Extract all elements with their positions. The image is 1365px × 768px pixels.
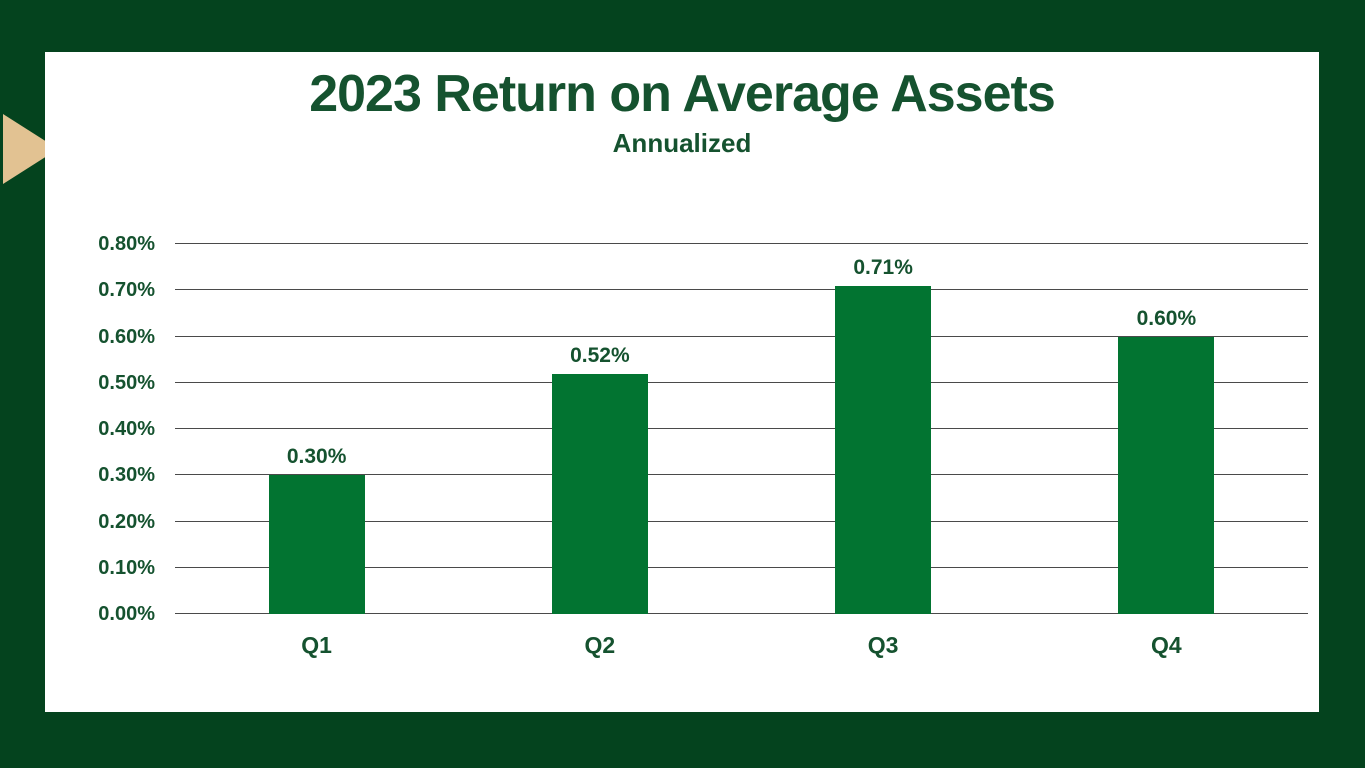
- y-axis-tick-label: 0.10%: [98, 556, 155, 579]
- bar-q1: [268, 475, 365, 614]
- bar-q2: [551, 373, 648, 614]
- gridline: [175, 243, 1308, 244]
- gridline: [175, 289, 1308, 291]
- y-axis-tick-label: 0.40%: [98, 418, 155, 440]
- chart-subtitle: Annualized: [612, 128, 752, 159]
- bar-value-label: 0.71%: [853, 255, 913, 279]
- gridline: [175, 520, 1308, 522]
- x-axis-tick-label: Q2: [584, 632, 616, 658]
- gridline: [175, 474, 1308, 476]
- bar-q3: [835, 285, 932, 614]
- y-axis-tick-label: 0.60%: [98, 325, 155, 348]
- y-axis-tick-label: 0.80%: [98, 233, 155, 255]
- y-axis-tick-label: 0.30%: [98, 464, 155, 487]
- x-axis-tick-label: Q3: [867, 632, 899, 658]
- bar-value-label: 0.60%: [1136, 306, 1197, 330]
- gridline: [175, 335, 1308, 337]
- plot-area: 0.00% 0.10% 0.20% 0.30% 0.40% 0.50% 0.60% 0.70%…: [98, 234, 1308, 657]
- y-axis-tick-label: 0.50%: [98, 371, 155, 394]
- gridline: [175, 566, 1308, 568]
- gridline: [175, 613, 1308, 614]
- bar-q4: [1118, 336, 1215, 614]
- bar-value-label: 0.30%: [286, 445, 347, 469]
- gridline: [175, 428, 1308, 429]
- chart-title: 2023 Return on Average Assets: [309, 65, 1056, 123]
- y-axis-tick-label: 0.70%: [98, 279, 155, 302]
- x-axis-tick-label: Q4: [1151, 632, 1182, 658]
- bar-value-label: 0.52%: [570, 343, 630, 367]
- gridline: [175, 381, 1308, 383]
- x-axis-tick-label: Q1: [301, 632, 332, 658]
- y-axis-tick-label: 0.00%: [98, 603, 155, 625]
- y-axis-tick-label: 0.20%: [98, 510, 155, 533]
- chart-panel: 2023 Return on Average Assets Annualized…: [45, 52, 1319, 712]
